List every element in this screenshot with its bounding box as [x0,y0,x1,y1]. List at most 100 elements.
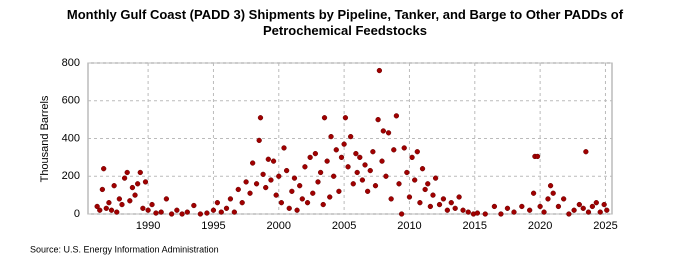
x-tick-label: 1995 [201,220,225,232]
chart-title: Monthly Gulf Coast (PADD 3) Shipments by… [67,7,624,38]
point [291,175,298,181]
point [362,162,368,168]
point [153,210,159,216]
point [315,179,321,185]
point [163,196,170,202]
point [417,200,423,206]
point [425,181,431,187]
point [218,209,224,215]
point [320,201,326,208]
point [197,211,204,217]
point [585,209,592,215]
point [380,128,386,134]
point [555,203,562,210]
point [137,169,143,176]
point [256,137,262,144]
point [129,184,136,191]
point [333,147,339,153]
point [239,200,245,206]
point [474,210,481,216]
point [263,184,269,191]
point [448,200,454,206]
x-tick-label: 2005 [332,220,356,232]
point [440,196,447,202]
point [145,207,151,213]
point [583,149,589,155]
point [184,209,190,215]
point [124,169,130,176]
point [359,177,366,183]
point [379,158,385,164]
point [460,207,466,213]
point [273,192,279,198]
point [504,205,511,211]
point [393,113,400,119]
point [422,186,428,193]
point [436,201,443,208]
point [270,158,277,164]
point [534,153,541,160]
point [140,205,146,211]
point [385,130,392,136]
point [307,154,313,161]
point [409,154,415,161]
point [132,192,138,198]
point [204,210,210,216]
y-tick-label: 800 [62,57,80,69]
point [283,167,290,174]
point [276,173,282,179]
point [108,207,115,213]
point [111,183,117,189]
point [367,167,373,174]
point [444,207,451,213]
point [341,141,347,147]
point [414,149,420,155]
point [593,200,599,206]
point [364,188,371,195]
point [519,203,525,210]
point [127,198,133,204]
point [547,183,554,189]
point [456,194,462,200]
point [604,207,610,213]
point [101,166,107,172]
point [106,200,112,206]
point [289,188,295,195]
point [404,169,410,176]
point [99,186,106,193]
point [375,116,381,123]
point [281,145,287,151]
point [249,160,256,166]
point [317,169,324,176]
point [119,201,125,208]
point [338,154,345,161]
point [114,209,120,215]
point [354,169,360,176]
point [268,177,274,183]
point [116,196,123,202]
point [396,181,402,187]
x-tick-label: 1990 [136,220,160,232]
x-tick-label: 2025 [593,220,617,232]
point [601,201,607,208]
point [304,200,311,206]
point [297,183,303,189]
point [312,150,319,157]
point [350,181,356,187]
point [383,173,389,179]
point [357,154,363,161]
x-tick-label: 2015 [463,220,487,232]
point [294,207,300,213]
point [419,166,426,172]
point [427,203,434,210]
point [179,211,185,217]
point [168,211,175,217]
point [482,211,488,217]
point [537,203,543,210]
point [580,205,586,211]
point [328,133,334,140]
point [121,175,128,181]
point [149,201,155,208]
point [545,196,551,202]
source-note: Source: U.S. Energy Information Administ… [30,244,219,254]
